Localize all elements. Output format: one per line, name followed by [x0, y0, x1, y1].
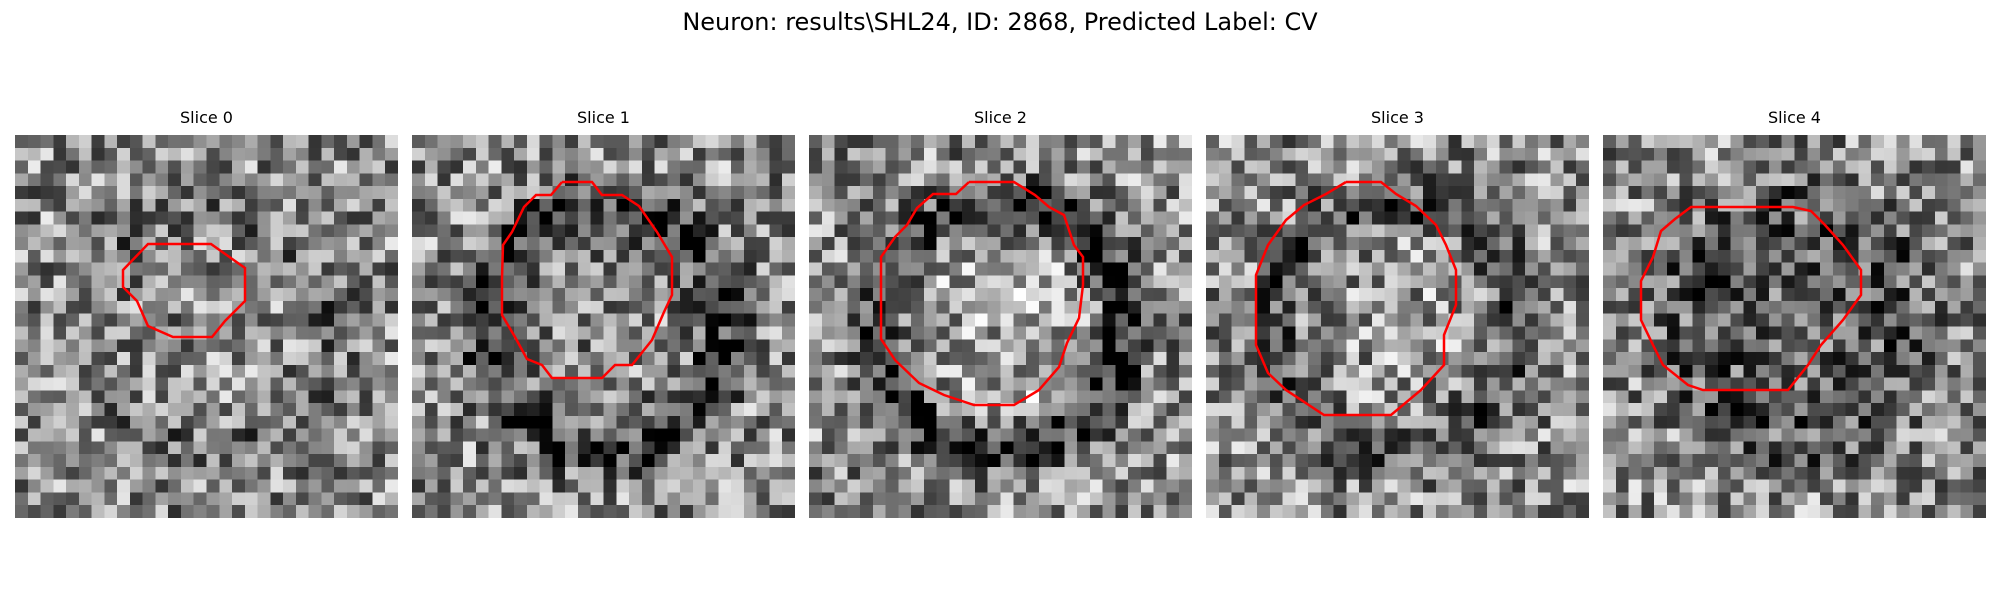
slice-panel-3: Slice 3: [1206, 108, 1589, 518]
grayscale-slice-image: [412, 135, 795, 518]
slice-title: Slice 3: [1371, 108, 1424, 127]
slice-image-frame: [1206, 135, 1589, 518]
slice-title: Slice 1: [577, 108, 630, 127]
slice-image-frame: [1603, 135, 1986, 518]
roi-contour: [1254, 180, 1458, 417]
slice-panel-4: Slice 4: [1603, 108, 1986, 518]
grayscale-slice-image: [809, 135, 1192, 518]
slice-title: Slice 4: [1768, 108, 1821, 127]
slice-panel-1: Slice 1: [412, 108, 795, 518]
roi-contour: [500, 180, 674, 380]
slice-title: Slice 2: [974, 108, 1027, 127]
grayscale-slice-image: [1603, 135, 1986, 518]
roi-contour: [121, 242, 247, 339]
slice-image-frame: [809, 135, 1192, 518]
grayscale-slice-image: [15, 135, 398, 518]
slice-image-frame: [412, 135, 795, 518]
roi-contour: [1639, 205, 1863, 392]
slice-title: Slice 0: [180, 108, 233, 127]
slice-panel-2: Slice 2: [809, 108, 1192, 518]
grayscale-slice-image: [1206, 135, 1589, 518]
slice-panel-0: Slice 0: [15, 108, 398, 518]
roi-contour: [879, 180, 1085, 407]
figure-title: Neuron: results\SHL24, ID: 2868, Predict…: [682, 8, 1318, 36]
slice-image-frame: [15, 135, 398, 518]
